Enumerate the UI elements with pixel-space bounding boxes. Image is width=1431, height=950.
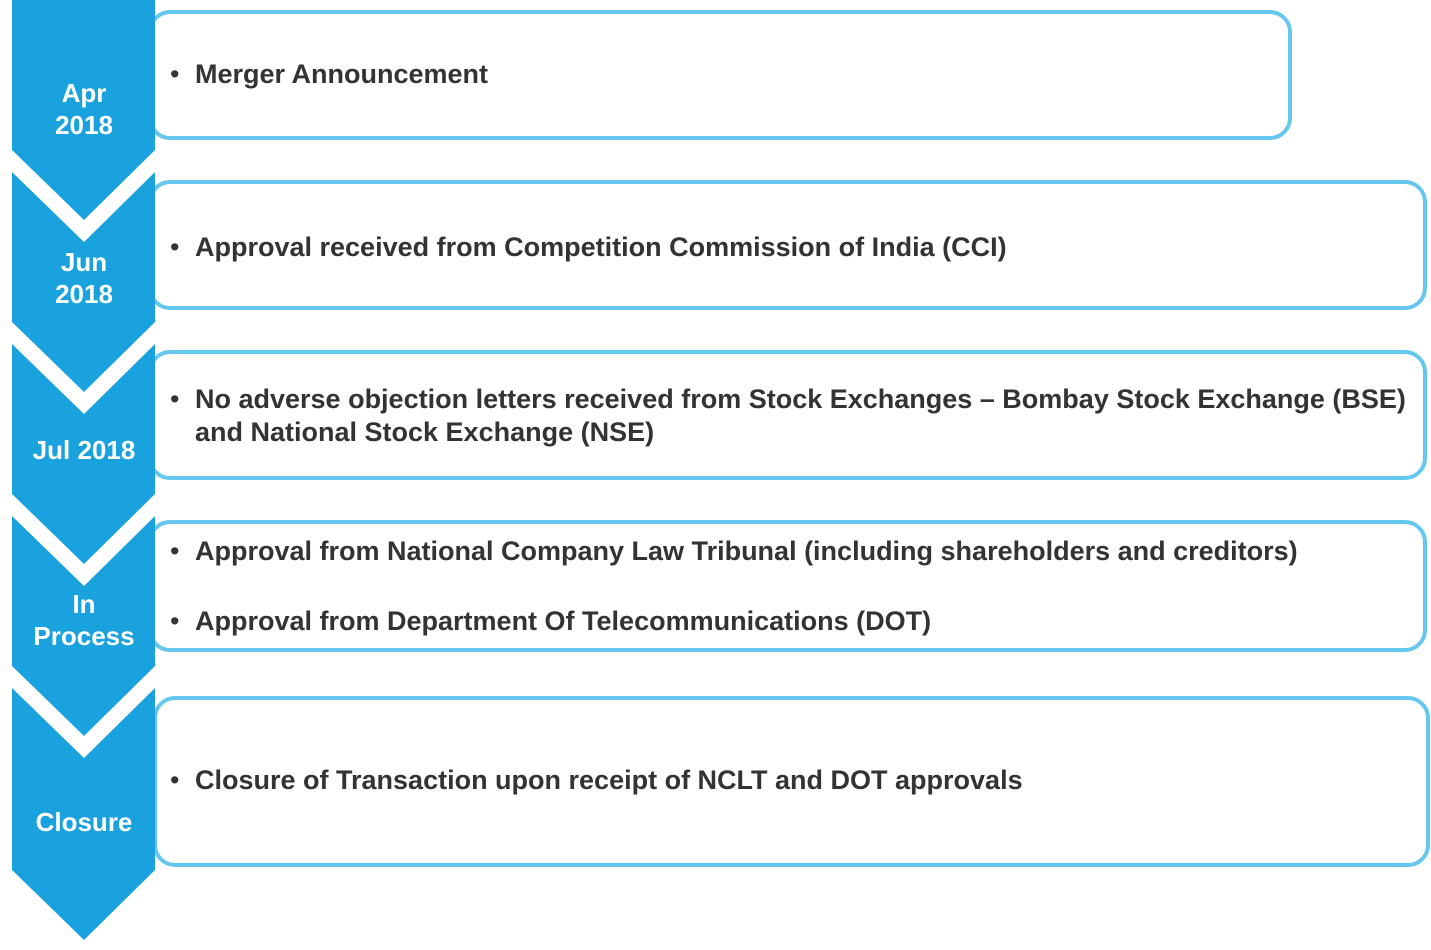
step-bullet: Approval received from Competition Commi…: [170, 231, 1425, 264]
step-label: 2018: [55, 279, 113, 309]
chevron: [12, 688, 155, 940]
step-bullet: Closure of Transaction upon receipt of N…: [170, 764, 1425, 797]
step-label: Closure: [35, 807, 133, 837]
step-label: Process: [33, 621, 135, 651]
step-bullet: Approval from Department Of Telecommunic…: [170, 605, 1425, 638]
step-bullet: No adverse objection letters received fr…: [170, 383, 1425, 449]
chevron: [12, 516, 155, 736]
chevron: [12, 172, 155, 392]
chevron: [12, 0, 155, 220]
step-label: Jun: [60, 247, 108, 277]
step-label: 2018: [55, 110, 113, 140]
step-label: Jul 2018: [32, 435, 136, 465]
step-bullet: Approval from National Company Law Tribu…: [170, 535, 1425, 568]
step-bullet: Merger Announcement: [170, 58, 1425, 91]
chevron: [12, 344, 155, 564]
step-label: In: [72, 589, 96, 619]
step-label: Apr: [61, 78, 107, 108]
